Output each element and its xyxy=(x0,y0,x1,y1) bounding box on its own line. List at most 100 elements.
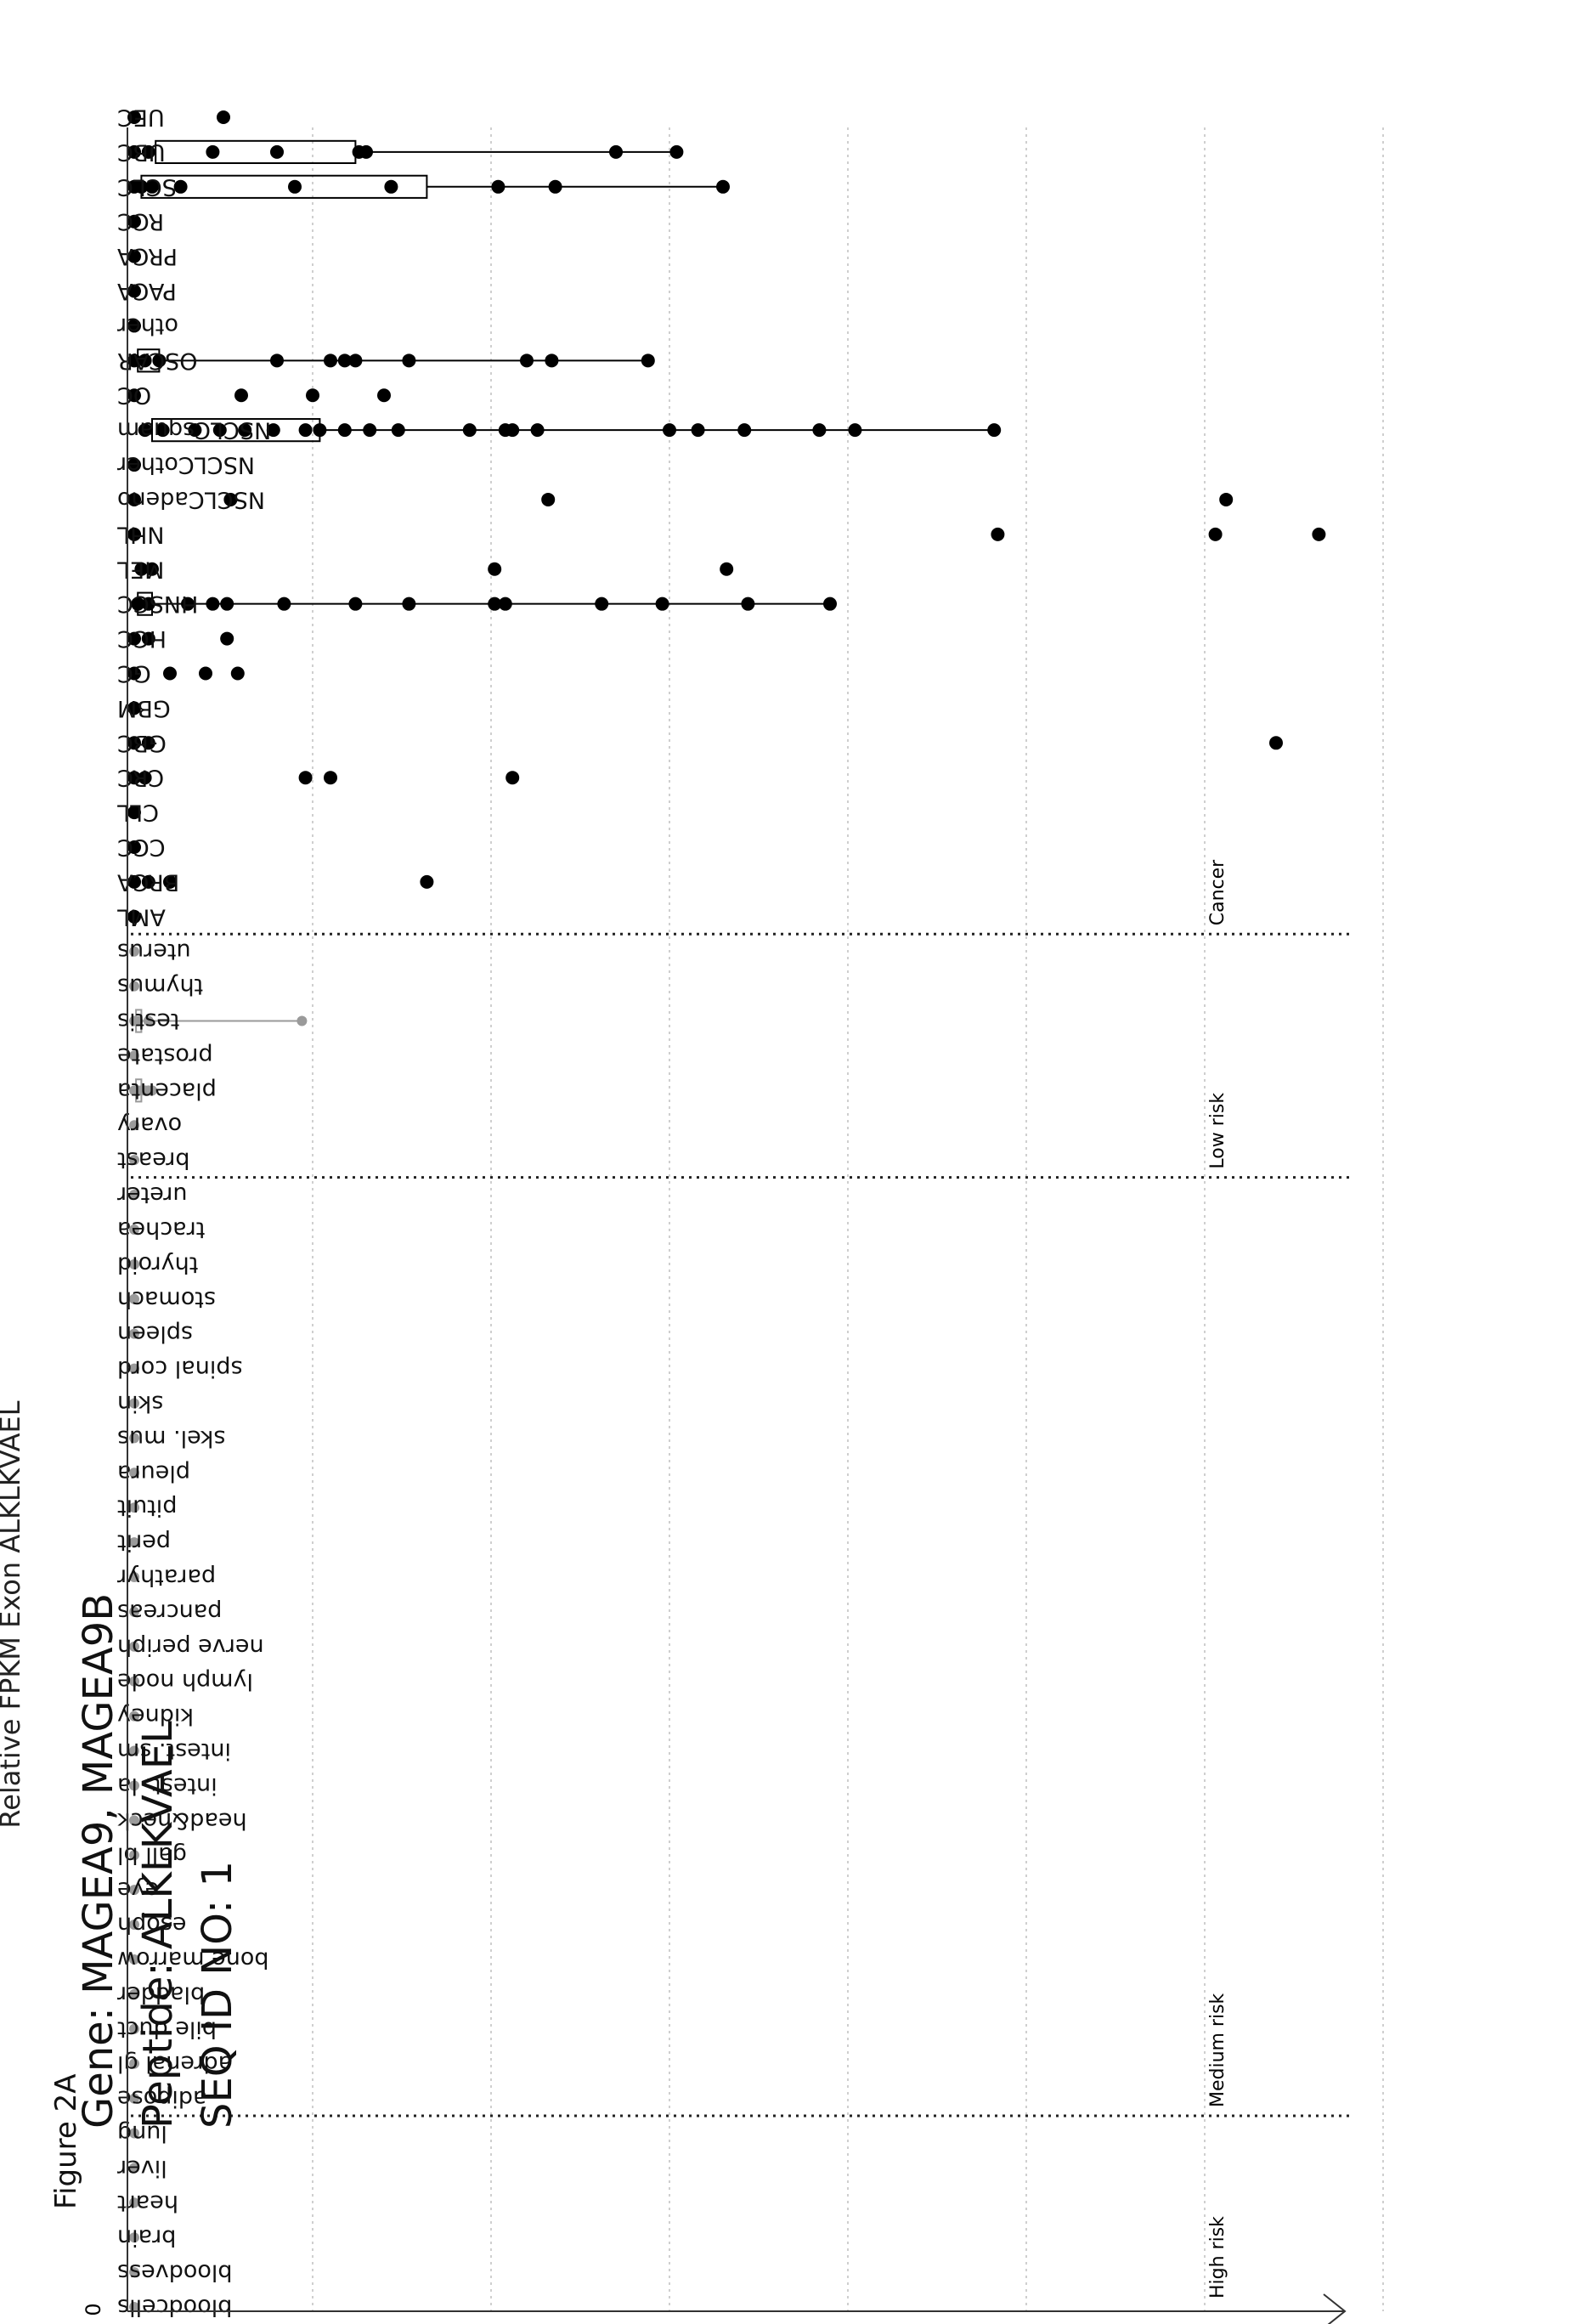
category-label: NSCLCsquam xyxy=(117,417,271,444)
data-point xyxy=(127,214,141,229)
category-label: BRCA xyxy=(116,868,179,895)
data-point xyxy=(297,1015,308,1026)
data-point xyxy=(127,736,141,750)
axes: 0 Relative FPKM Exon ALKLKVAEL xyxy=(0,127,1347,2324)
category-label: NSCLCadeno xyxy=(117,486,265,512)
data-point xyxy=(129,2197,139,2208)
data-point xyxy=(129,1433,139,1444)
category-label: eye xyxy=(117,1877,159,1903)
data-point xyxy=(129,1224,139,1235)
data-point xyxy=(141,597,155,611)
category-label: pancreas xyxy=(117,1598,222,1625)
data-point xyxy=(1208,527,1223,541)
data-point xyxy=(129,1572,139,1582)
data-point xyxy=(402,597,416,611)
y-axis-arrow xyxy=(1323,2293,1347,2324)
data-point xyxy=(152,353,167,368)
data-point xyxy=(163,666,177,681)
data-point xyxy=(306,388,319,403)
data-point xyxy=(129,1676,139,1687)
data-point xyxy=(129,981,139,992)
category-label: other xyxy=(116,313,178,339)
category-label: CCC xyxy=(117,834,166,861)
data-point xyxy=(987,423,1002,438)
data-point xyxy=(812,423,827,438)
data-point xyxy=(266,423,280,438)
data-point xyxy=(141,144,155,159)
category-label: adipose xyxy=(117,2085,207,2112)
data-point xyxy=(127,319,141,333)
category-label: HCC xyxy=(117,625,167,652)
category-label: skel. mus xyxy=(117,1425,226,1451)
category-label: bloodcells xyxy=(117,2294,232,2321)
data-point xyxy=(127,666,141,681)
data-point xyxy=(129,2163,139,2174)
data-point xyxy=(223,492,238,506)
category-label: CLL xyxy=(117,800,159,826)
group-labels: High risk Medium risk Low risk Cancer xyxy=(1207,859,1228,2299)
data-point xyxy=(595,597,609,611)
data-point xyxy=(129,1641,139,1652)
data-point xyxy=(129,1815,139,1826)
data-point xyxy=(127,388,141,403)
data-point xyxy=(1312,527,1326,541)
data-point xyxy=(129,1155,139,1166)
data-point xyxy=(348,597,363,611)
data-point xyxy=(129,2023,139,2034)
data-point xyxy=(491,179,505,194)
data-point xyxy=(848,423,862,438)
data-point xyxy=(127,492,141,506)
data-point xyxy=(129,1258,139,1269)
data-point xyxy=(131,597,145,611)
data-point xyxy=(823,597,837,611)
data-point xyxy=(609,144,623,159)
data-point xyxy=(220,597,234,611)
data-point xyxy=(129,1328,139,1339)
category-label: heart xyxy=(117,2190,178,2216)
data-point xyxy=(129,1190,139,1201)
category-label: MEL xyxy=(117,556,164,582)
data-point xyxy=(462,423,477,438)
data-point xyxy=(129,1363,139,1374)
data-point xyxy=(720,562,734,576)
data-point xyxy=(129,1398,139,1409)
data-point xyxy=(129,2232,139,2243)
category-label: thymus xyxy=(117,973,203,999)
data-point xyxy=(129,1780,139,1791)
category-label: bladder xyxy=(116,1981,205,2007)
data-point xyxy=(129,1537,139,1548)
data-point xyxy=(129,2267,139,2278)
data-point xyxy=(129,2128,139,2139)
data-point xyxy=(181,597,195,611)
data-point xyxy=(206,597,220,611)
data-point xyxy=(716,179,730,194)
data-point xyxy=(127,284,141,298)
category-label: pituit xyxy=(117,1495,177,1521)
data-point xyxy=(270,144,284,159)
data-point xyxy=(741,597,755,611)
seq-id-title: SEQ ID NO: 1 xyxy=(194,1860,241,2129)
category-label: intest. sm xyxy=(117,1738,231,1764)
data-point xyxy=(145,562,159,576)
y-axis-title: Relative FPKM Exon ALKLKVAEL xyxy=(0,1400,26,1828)
data-point xyxy=(363,423,377,438)
category-label: PACA xyxy=(116,278,176,304)
data-point xyxy=(545,353,559,368)
category-label: spleen xyxy=(117,1320,193,1347)
category-label: thyroid xyxy=(117,1251,198,1277)
data-point xyxy=(298,771,313,785)
data-point xyxy=(133,1015,144,1026)
category-label: RCC xyxy=(117,208,164,235)
category-label: HNSCC xyxy=(117,591,198,617)
gene-title: Gene: MAGEA9, MAGEA9B xyxy=(75,1592,122,2129)
category-label: GBC xyxy=(117,730,167,756)
category-label: GC xyxy=(117,660,151,687)
data-point xyxy=(324,353,337,368)
data-point xyxy=(141,736,155,750)
category-label: perit xyxy=(117,1530,171,1556)
data-point xyxy=(391,423,405,438)
data-point xyxy=(199,666,212,681)
data-point xyxy=(163,874,177,889)
data-point xyxy=(498,597,512,611)
category-label: lung xyxy=(117,2120,167,2146)
